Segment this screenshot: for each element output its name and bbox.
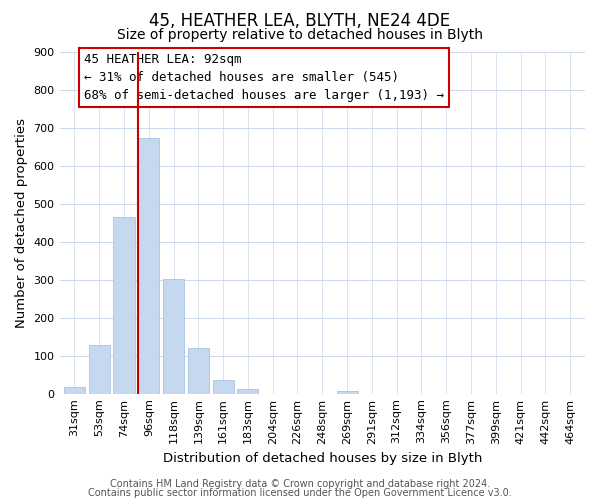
Text: 45, HEATHER LEA, BLYTH, NE24 4DE: 45, HEATHER LEA, BLYTH, NE24 4DE [149,12,451,30]
Text: Size of property relative to detached houses in Blyth: Size of property relative to detached ho… [117,28,483,42]
Bar [64,387,85,394]
Bar [138,138,160,394]
Text: Contains HM Land Registry data © Crown copyright and database right 2024.: Contains HM Land Registry data © Crown c… [110,479,490,489]
Bar [188,348,209,394]
Y-axis label: Number of detached properties: Number of detached properties [15,118,28,328]
Bar [163,279,184,394]
Bar [113,217,134,394]
Bar [89,346,110,394]
Text: Contains public sector information licensed under the Open Government Licence v3: Contains public sector information licen… [88,488,512,498]
X-axis label: Distribution of detached houses by size in Blyth: Distribution of detached houses by size … [163,452,482,465]
Bar [238,388,259,394]
Bar [337,390,358,394]
Text: 45 HEATHER LEA: 92sqm
← 31% of detached houses are smaller (545)
68% of semi-det: 45 HEATHER LEA: 92sqm ← 31% of detached … [85,54,445,102]
Bar [212,380,233,394]
